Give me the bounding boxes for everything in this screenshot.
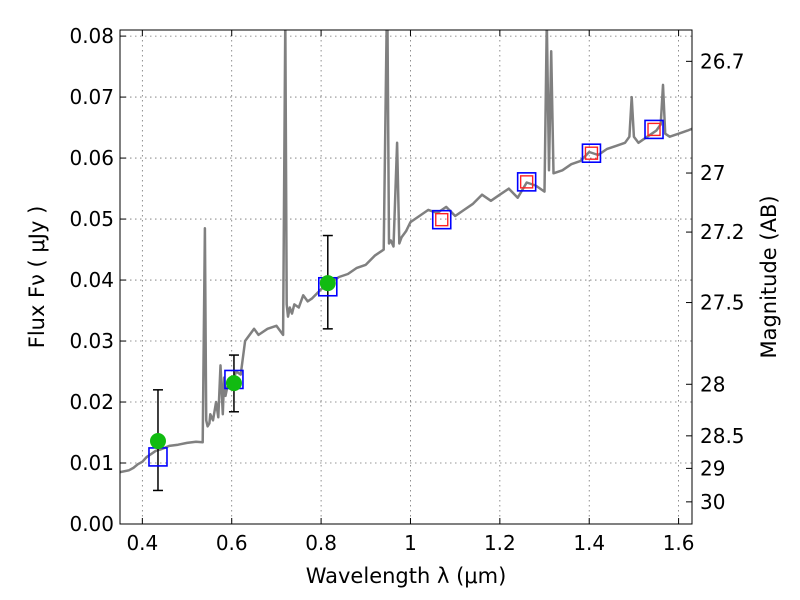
right-tick-label: 30 <box>700 490 725 514</box>
y-axis-right-title: Magnitude (AB) <box>757 195 781 358</box>
model-photometry-square <box>431 209 452 230</box>
right-tick-label: 28 <box>700 372 725 396</box>
observed-photometry-point <box>319 275 336 292</box>
predicted-photometry-square <box>584 146 599 160</box>
y-tick-label: 0.03 <box>69 329 114 353</box>
right-tick-label: 27 <box>700 161 725 185</box>
x-tick-label: 1 <box>404 531 417 555</box>
y-tick-label: 0.01 <box>69 451 114 475</box>
x-tick-label: 1.4 <box>573 531 605 555</box>
predicted-photometry-square <box>647 122 661 137</box>
x-axis-title: Wavelength λ (μm) <box>306 564 507 588</box>
model-photometry-square <box>581 143 602 163</box>
model-photometry-square <box>644 119 664 140</box>
y-tick-label: 0.02 <box>69 390 114 414</box>
y-tick-label: 0.06 <box>69 146 114 170</box>
series-layer <box>120 30 692 492</box>
x-tick-label: 1.2 <box>484 531 516 555</box>
predicted-photometry-square <box>435 212 449 227</box>
right-tick-label: 28.5 <box>700 424 745 448</box>
right-tick-label: 27.2 <box>700 220 745 244</box>
y-tick-label: 0.05 <box>69 207 114 231</box>
observed-photometry-point <box>149 433 166 450</box>
y-tick-label: 0.04 <box>69 268 114 292</box>
y-tick-label: 0.08 <box>69 24 114 48</box>
y-axis-title: Flux Fν ( μJy ) <box>25 206 49 349</box>
plot-frame <box>119 29 693 525</box>
model-photometry-square <box>516 172 537 192</box>
x-tick-label: 0.6 <box>216 531 248 555</box>
x-tick-label: 0.8 <box>305 531 337 555</box>
observed-photometry-point <box>225 375 242 392</box>
right-tick-label: 27.5 <box>700 291 745 315</box>
predicted-photometry-square <box>519 175 534 189</box>
ticks-layer: 0.4 0.6 0.8 1 1.2 1.4 1.6 0.00 0.01 0.02 0.03 0.04 0… <box>69 24 744 555</box>
x-tick-label: 1.6 <box>663 531 695 555</box>
y-tick-label: 0.07 <box>69 85 114 109</box>
spectrum-line <box>120 30 692 474</box>
right-tick-label: 29 <box>700 456 725 480</box>
y-tick-label: 0.00 <box>69 512 114 536</box>
right-tick-label: 26.7 <box>700 49 745 73</box>
x-tick-label: 0.4 <box>126 531 158 555</box>
